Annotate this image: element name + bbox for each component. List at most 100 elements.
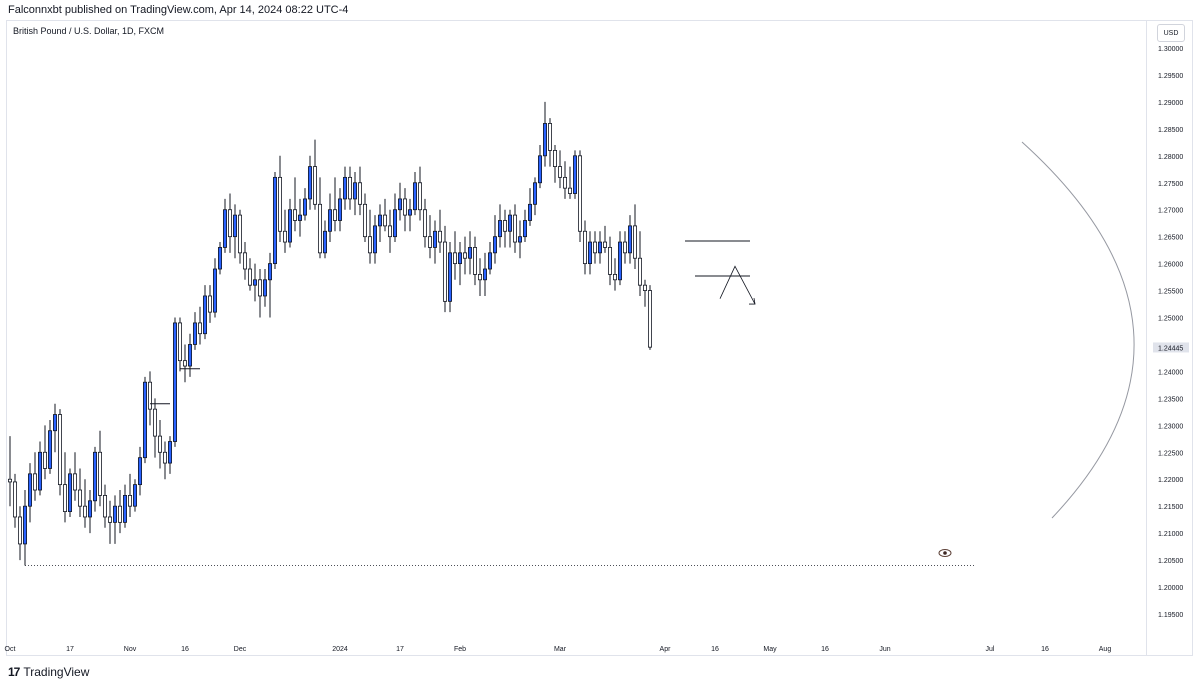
- candle-up: [507, 214, 512, 232]
- y-tick-label: 1.29000: [1158, 100, 1183, 107]
- candle-up: [342, 176, 347, 200]
- candle-down: [362, 203, 367, 238]
- candle-up: [222, 209, 227, 248]
- y-tick-label: 1.25000: [1158, 316, 1183, 323]
- y-tick-label: 1.22000: [1158, 477, 1183, 484]
- candle-up: [93, 451, 98, 502]
- projection-path: [719, 265, 756, 305]
- candle-down: [357, 182, 362, 205]
- x-tick-label: May: [763, 646, 777, 653]
- candle-down: [387, 225, 392, 238]
- candle-down: [257, 279, 262, 297]
- candle-up: [533, 182, 538, 205]
- candle-down: [347, 176, 352, 200]
- candle-down: [292, 209, 297, 221]
- candle-down: [177, 322, 182, 362]
- candle-down: [162, 451, 167, 464]
- x-tick-label: 16: [181, 646, 189, 653]
- candle-down: [603, 241, 608, 248]
- candle-down: [43, 451, 48, 469]
- candle-down: [157, 435, 162, 453]
- candle-down: [108, 516, 113, 523]
- eye-icon: [943, 551, 947, 555]
- candle-down: [638, 257, 643, 286]
- candle-up: [27, 473, 32, 507]
- tradingview-logo-icon[interactable]: 17: [8, 665, 20, 679]
- last-price-label: 1.24445: [1158, 345, 1183, 352]
- candle-down: [568, 187, 573, 194]
- y-tick-label: 1.25500: [1158, 289, 1183, 296]
- candle-down: [643, 284, 648, 291]
- candle-down: [578, 155, 583, 232]
- candle-up: [187, 344, 192, 367]
- candle-up: [538, 155, 543, 184]
- candle-down: [382, 214, 387, 227]
- candle-up: [523, 220, 528, 238]
- candle-up: [432, 230, 437, 248]
- candle-up: [447, 252, 452, 302]
- candle-up: [487, 252, 492, 270]
- y-tick-label: 1.21000: [1158, 531, 1183, 538]
- x-tick-label: Aug: [1099, 646, 1112, 653]
- candle-up: [352, 182, 357, 200]
- candle-down: [648, 290, 653, 348]
- candle-up: [397, 198, 402, 211]
- candle-up: [482, 268, 487, 281]
- candle-down: [118, 505, 123, 523]
- x-tick-label: Nov: [124, 646, 137, 653]
- y-tick-label: 1.27000: [1158, 208, 1183, 215]
- candle-down: [83, 505, 88, 518]
- candle-down: [147, 381, 152, 410]
- y-tick-label: 1.23000: [1158, 423, 1183, 430]
- candle-down: [422, 209, 427, 238]
- y-tick-label: 1.20000: [1158, 585, 1183, 592]
- candle-up: [212, 268, 217, 313]
- candle-down: [7, 478, 12, 483]
- x-tick-label: Feb: [454, 646, 466, 653]
- candle-down: [227, 209, 232, 238]
- candle-down: [17, 516, 22, 545]
- candle-up: [497, 220, 502, 238]
- candle-up: [407, 209, 412, 216]
- candle-up: [272, 176, 277, 265]
- candle-up: [123, 495, 128, 523]
- y-tick-label: 1.24000: [1158, 369, 1183, 376]
- candle-up: [48, 430, 53, 469]
- footer-brand[interactable]: TradingView: [23, 665, 90, 679]
- candle-down: [242, 252, 247, 270]
- candle-up: [192, 322, 197, 345]
- candle-down: [402, 198, 407, 216]
- candle-up: [132, 484, 137, 507]
- candle-down: [207, 295, 212, 313]
- x-tick-label: Oct: [5, 646, 16, 653]
- y-tick-label: 1.30000: [1158, 46, 1183, 53]
- currency-badge[interactable]: USD: [1157, 24, 1185, 42]
- candle-up: [618, 241, 623, 281]
- x-tick-label: 2024: [332, 646, 348, 653]
- candle-up: [598, 241, 603, 254]
- candle-down: [417, 182, 422, 211]
- y-tick-label: 1.26000: [1158, 262, 1183, 269]
- footer: 17 TradingView: [8, 664, 89, 680]
- candle-down: [103, 495, 108, 518]
- y-tick-label: 1.23500: [1158, 396, 1183, 403]
- candle-up: [287, 209, 292, 243]
- candle-up: [113, 505, 118, 523]
- last-price-badge: [1153, 342, 1189, 353]
- candle-down: [367, 236, 372, 254]
- candle-up: [167, 441, 172, 464]
- candle-down: [332, 209, 337, 221]
- candle-down: [563, 176, 568, 189]
- candle-down: [58, 414, 63, 486]
- candle-up: [22, 505, 27, 545]
- candle-up: [528, 203, 533, 221]
- candle-up: [628, 225, 633, 254]
- projection-arrowhead: [749, 297, 756, 305]
- candle-down: [73, 473, 78, 491]
- y-tick-label: 1.28500: [1158, 127, 1183, 134]
- candle-down: [558, 166, 563, 178]
- x-tick-label: 16: [1041, 646, 1049, 653]
- candle-up: [88, 500, 93, 518]
- curve-annotation: [1021, 141, 1135, 519]
